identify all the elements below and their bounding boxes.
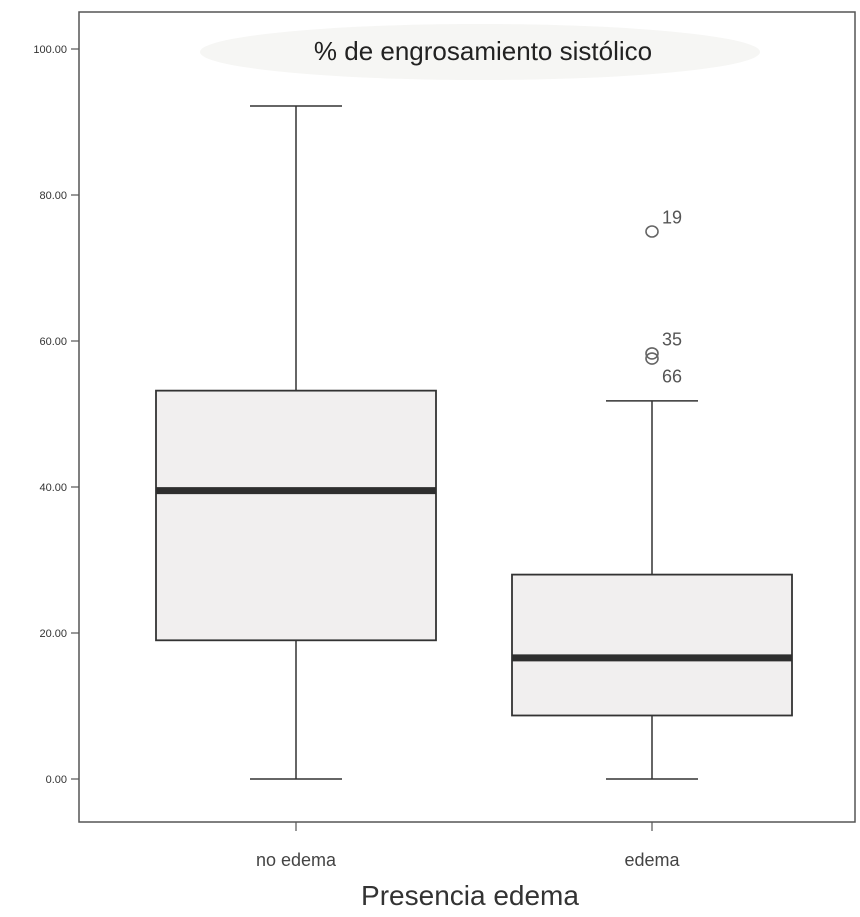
title-background [200, 24, 760, 80]
y-tick-label: 40.00 [39, 482, 67, 494]
outlier-label: 35 [662, 329, 682, 349]
x-category-label: edema [624, 850, 680, 870]
outlier-label: 66 [662, 367, 682, 387]
outlier-label: 19 [662, 208, 682, 228]
outlier-point [645, 225, 659, 238]
x-category-label: no edema [256, 850, 337, 870]
outlier-point [645, 347, 659, 360]
chart-title: % de engrosamiento sistólico [314, 36, 652, 66]
box-group [155, 105, 437, 780]
box-group: 19 35 66 [511, 208, 793, 780]
box-iqr [511, 573, 793, 717]
y-tick-label: 20.00 [39, 628, 67, 640]
y-axis: 0.00 20.00 40.00 60.00 80.00 100.00 [33, 44, 79, 786]
y-tick-label: 100.00 [33, 44, 67, 56]
x-axis: no edema edema [256, 822, 681, 870]
box-iqr [155, 389, 437, 642]
outlier-point [645, 352, 659, 365]
y-tick-label: 60.00 [39, 336, 67, 348]
y-tick-label: 80.00 [39, 190, 67, 202]
box-series: 19 35 66 [155, 105, 793, 780]
y-tick-label: 0.00 [46, 774, 67, 786]
x-axis-title: Presencia edema [361, 880, 579, 911]
